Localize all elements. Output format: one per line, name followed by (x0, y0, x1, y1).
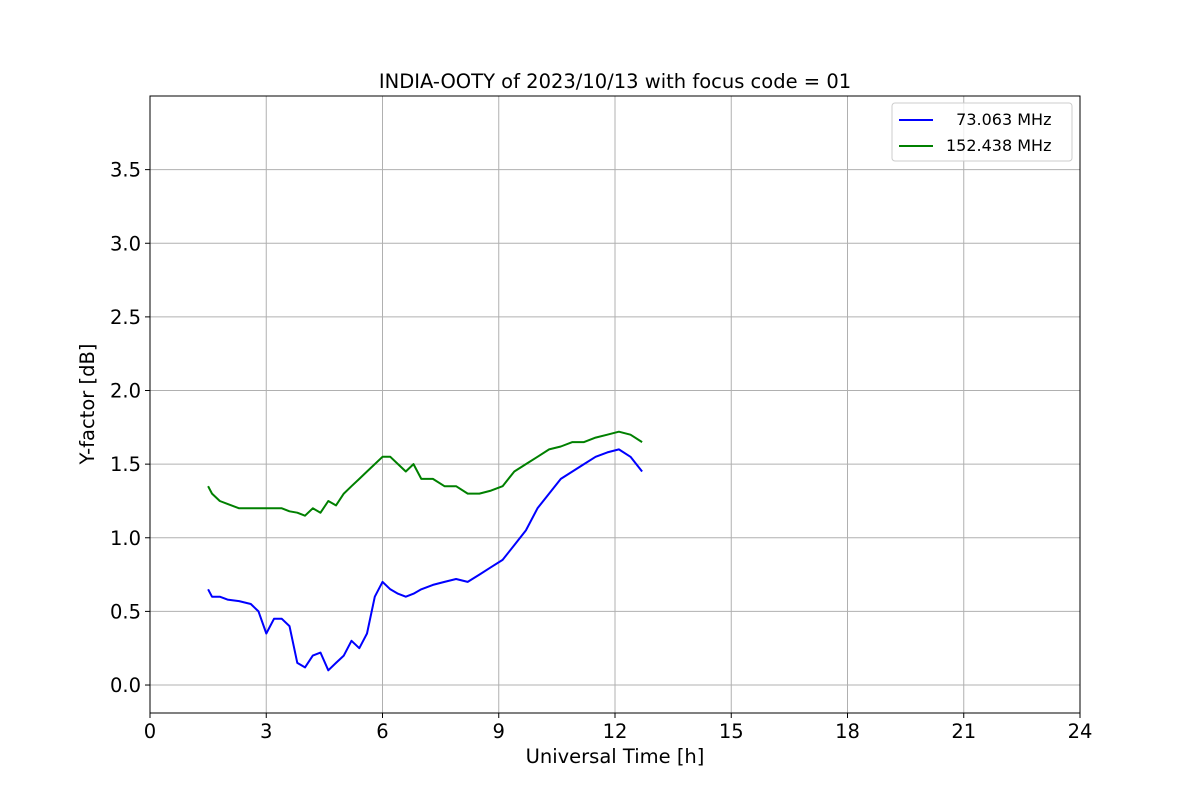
y-tick-label: 3.0 (110, 232, 141, 255)
y-tick-label: 2.5 (110, 306, 141, 329)
legend-box (891, 102, 1073, 162)
y-tick-label: 1.0 (110, 527, 141, 550)
y-tick-label: 3.5 (110, 159, 141, 182)
chart-title: INDIA-OOTY of 2023/10/13 with focus code… (379, 70, 851, 93)
x-axis-label: Universal Time [h] (526, 745, 705, 768)
y-tick-label: 1.5 (110, 453, 141, 476)
series-line-0 (207, 448, 643, 672)
series-line-1 (207, 430, 643, 517)
y-tick-label: 0.0 (110, 674, 141, 697)
legend-label-series-0: 73.063 MHz (946, 110, 1051, 129)
y-tick-label: 2.0 (110, 380, 141, 403)
ticks: 0 3 6 9 12 15 18 21 24 0.0 0.5 1.0 1.5 2.0 2.5 3.0 3.5 (110, 159, 1092, 743)
x-tick-label: 3 (260, 720, 272, 743)
x-tick-label: 21 (951, 720, 976, 743)
x-tick-label: 15 (719, 720, 744, 743)
y-axis-label: Y-factor [dB] (76, 344, 99, 466)
x-tick-label: 6 (376, 720, 388, 743)
x-tick-label: 9 (493, 720, 505, 743)
x-tick-label: 0 (144, 720, 156, 743)
x-tick-label: 12 (603, 720, 628, 743)
legend-label-series-1: 152.438 MHz (946, 136, 1051, 155)
legend: 73.063 MHz 152.438 MHz (891, 102, 1073, 162)
x-tick-label: 24 (1068, 720, 1093, 743)
series-layer (207, 430, 643, 672)
x-tick-label: 18 (835, 720, 860, 743)
y-tick-label: 0.5 (110, 600, 141, 623)
